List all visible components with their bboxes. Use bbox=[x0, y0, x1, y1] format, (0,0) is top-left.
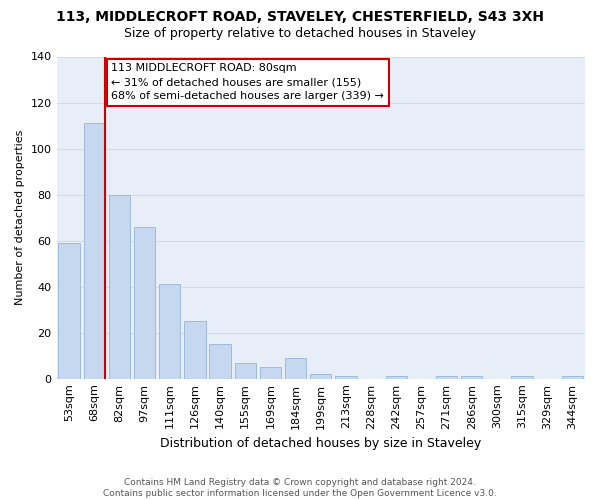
X-axis label: Distribution of detached houses by size in Staveley: Distribution of detached houses by size … bbox=[160, 437, 481, 450]
Bar bbox=[58, 243, 80, 378]
Bar bbox=[310, 374, 331, 378]
Bar bbox=[511, 376, 533, 378]
Bar bbox=[461, 376, 482, 378]
Bar bbox=[209, 344, 231, 378]
Bar bbox=[83, 123, 105, 378]
Bar bbox=[235, 362, 256, 378]
Bar bbox=[134, 227, 155, 378]
Bar bbox=[184, 321, 206, 378]
Bar bbox=[386, 376, 407, 378]
Bar bbox=[562, 376, 583, 378]
Text: Contains HM Land Registry data © Crown copyright and database right 2024.
Contai: Contains HM Land Registry data © Crown c… bbox=[103, 478, 497, 498]
Text: 113, MIDDLECROFT ROAD, STAVELEY, CHESTERFIELD, S43 3XH: 113, MIDDLECROFT ROAD, STAVELEY, CHESTER… bbox=[56, 10, 544, 24]
Bar bbox=[109, 194, 130, 378]
Text: Size of property relative to detached houses in Staveley: Size of property relative to detached ho… bbox=[124, 28, 476, 40]
Bar bbox=[260, 367, 281, 378]
Text: 113 MIDDLECROFT ROAD: 80sqm
← 31% of detached houses are smaller (155)
68% of se: 113 MIDDLECROFT ROAD: 80sqm ← 31% of det… bbox=[111, 64, 384, 102]
Bar bbox=[159, 284, 181, 378]
Y-axis label: Number of detached properties: Number of detached properties bbox=[15, 130, 25, 306]
Bar bbox=[436, 376, 457, 378]
Bar bbox=[285, 358, 307, 378]
Bar bbox=[335, 376, 356, 378]
